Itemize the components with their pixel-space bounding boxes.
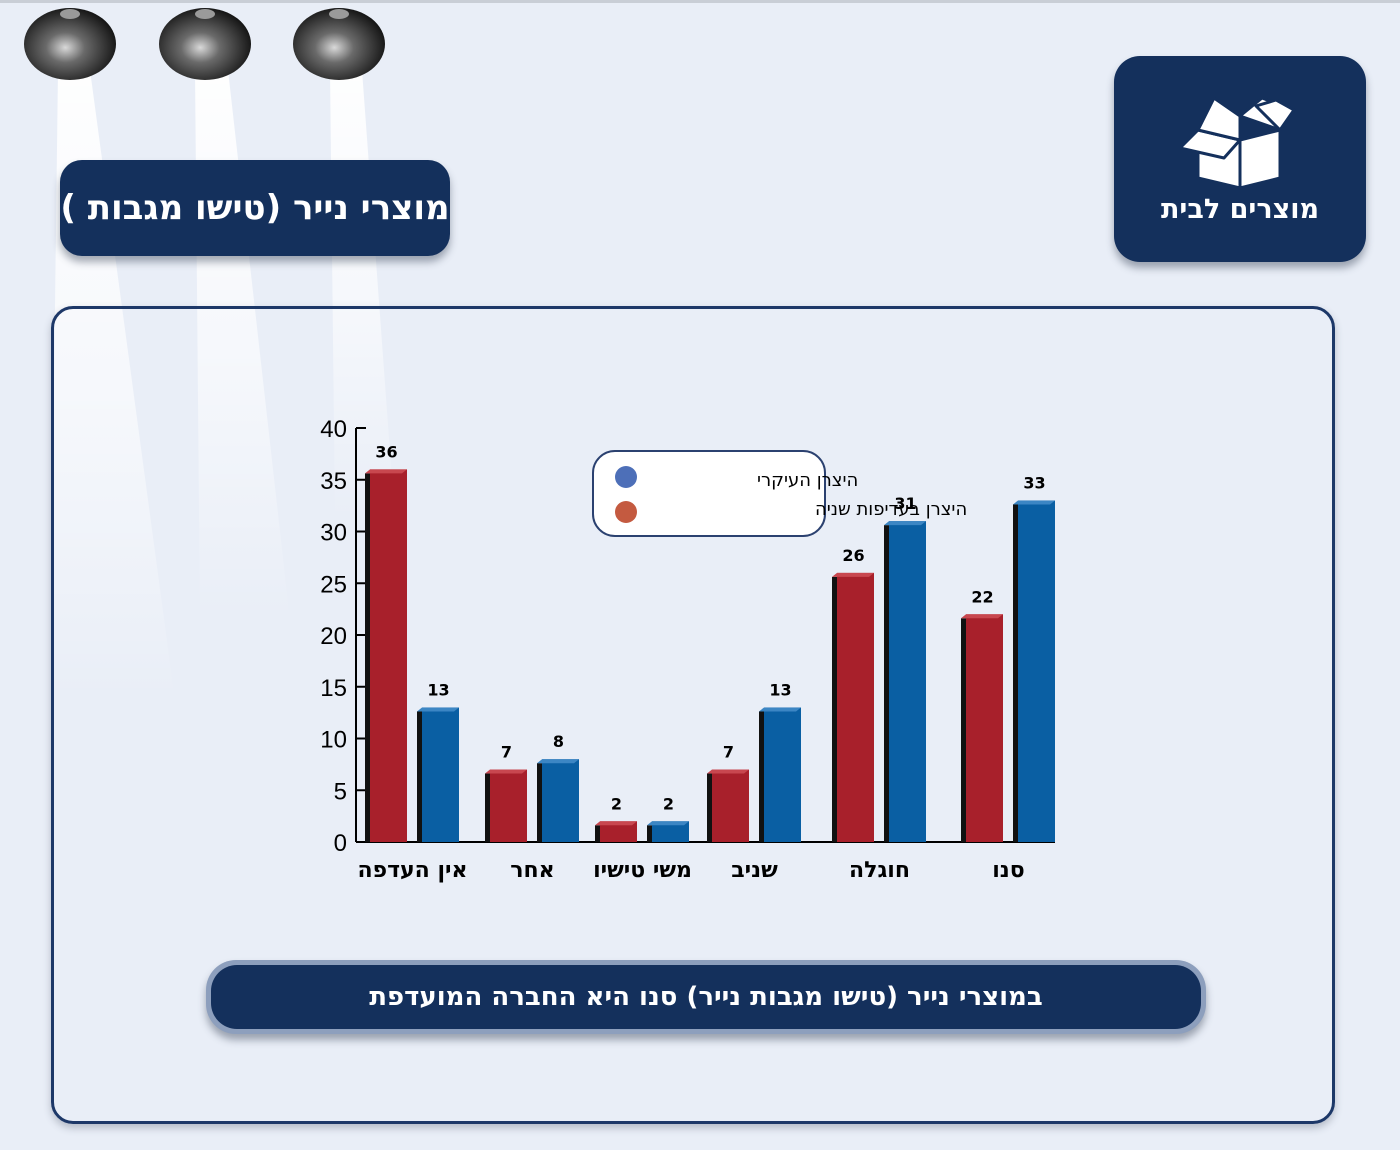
y-tick-label: 35 — [320, 468, 347, 495]
bar-top — [365, 469, 407, 474]
data-label: 8 — [553, 732, 564, 751]
bar — [370, 469, 407, 842]
category-badge: מוצרים לבית — [1114, 56, 1366, 262]
y-tick-label: 10 — [320, 727, 347, 754]
legend-label-primary: היצרן העיקרי — [757, 470, 858, 491]
bar — [542, 759, 579, 842]
category-label: מוצרים לבית — [1160, 194, 1320, 225]
y-tick-label: 5 — [334, 778, 347, 805]
x-category-label: חוגלה — [849, 858, 910, 883]
data-label: 13 — [427, 680, 449, 699]
bar-top — [537, 759, 579, 764]
data-label: 7 — [723, 743, 734, 762]
data-label: 7 — [501, 743, 512, 762]
bar-top — [595, 821, 637, 826]
data-label: 31 — [894, 494, 916, 513]
bar — [837, 572, 874, 842]
bar — [1018, 500, 1055, 842]
conclusion-banner: במוצרי נייר (טישו מגבות נייר) סנו היא הח… — [206, 960, 1206, 1034]
data-label: 36 — [375, 442, 397, 461]
bar — [490, 769, 527, 842]
page-title: מוצרי נייר (טישו מגבות ) — [60, 188, 450, 228]
data-label: 26 — [842, 546, 864, 565]
x-category-label: סנו — [992, 858, 1024, 883]
legend-swatch-secondary — [615, 501, 637, 523]
x-category-label: משי טישיו — [593, 858, 692, 883]
chart-panel — [51, 306, 1335, 1124]
bar-top — [485, 769, 527, 774]
bar-top — [961, 614, 1003, 619]
legend: היצרן העיקרי היצרן בעדיפות שניה — [592, 450, 967, 537]
legend-label-secondary: היצרן בעדיפות שניה — [815, 499, 967, 520]
bar — [764, 707, 801, 842]
bar-top — [759, 707, 801, 712]
bar — [652, 821, 689, 842]
data-label: 13 — [769, 680, 791, 699]
x-category-label: שניב — [731, 858, 778, 883]
page-title-box: מוצרי נייר (טישו מגבות ) — [60, 160, 450, 256]
bar — [889, 521, 926, 842]
y-tick-label: 0 — [334, 830, 347, 857]
bar — [712, 769, 749, 842]
legend-swatch-primary — [615, 466, 637, 488]
open-box-icon — [1178, 96, 1296, 190]
y-tick-label: 40 — [320, 416, 347, 443]
bar-top — [884, 521, 926, 526]
bar — [422, 707, 459, 842]
data-label: 2 — [611, 794, 622, 813]
data-label: 33 — [1023, 473, 1045, 492]
bar — [966, 614, 1003, 842]
y-tick-label: 15 — [320, 675, 347, 702]
legend-box — [592, 450, 826, 537]
data-label: 22 — [971, 587, 993, 606]
bar-top — [832, 572, 874, 577]
bar-top — [1013, 500, 1055, 505]
y-tick-label: 20 — [320, 623, 347, 650]
top-border — [0, 0, 1400, 3]
bar-top — [417, 707, 459, 712]
y-tick-label: 30 — [320, 520, 347, 547]
bar-top — [707, 769, 749, 774]
conclusion-inner: במוצרי נייר (טישו מגבות נייר) סנו היא הח… — [211, 965, 1201, 1029]
bar-top — [647, 821, 689, 826]
conclusion-text: במוצרי נייר (טישו מגבות נייר) סנו היא הח… — [369, 982, 1043, 1012]
bar — [600, 821, 637, 842]
y-tick-label: 25 — [320, 571, 347, 598]
x-category-label: אחר — [510, 858, 554, 883]
data-label: 2 — [663, 794, 674, 813]
x-category-label: אין העדפה — [358, 858, 468, 883]
